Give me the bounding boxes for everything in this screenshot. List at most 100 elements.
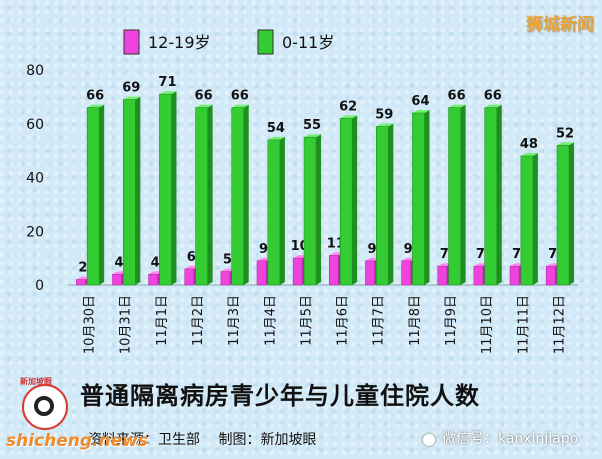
bar-top	[365, 257, 380, 261]
bar-top	[231, 104, 249, 108]
data-label: 66	[448, 89, 466, 104]
x-tick-label: 11月2日	[191, 295, 206, 346]
y-tick-label: 0	[35, 278, 44, 294]
bar	[76, 279, 86, 286]
data-label: 54	[267, 121, 285, 136]
bar	[159, 93, 172, 286]
watermark: shicheng.news	[6, 431, 148, 451]
data-label: 59	[375, 107, 393, 122]
bar-top	[87, 104, 105, 108]
wechat-icon: ●	[422, 428, 436, 448]
bar-top	[401, 257, 416, 261]
bar-top	[520, 153, 538, 156]
wechat-id: 微信号：kanxinjiapo	[441, 431, 579, 447]
bar	[303, 136, 317, 286]
data-label: 7	[440, 247, 449, 262]
bar	[329, 255, 339, 286]
bar	[365, 260, 375, 286]
bar-top	[304, 134, 322, 138]
bar-top	[123, 96, 141, 100]
bar	[184, 268, 195, 286]
data-label: 55	[303, 118, 321, 133]
bar-side	[424, 110, 430, 285]
bar-side	[352, 115, 358, 285]
data-label: 64	[411, 94, 429, 109]
data-label: 2	[78, 261, 87, 276]
data-label: 4	[151, 255, 160, 270]
bar	[437, 265, 448, 286]
x-tick-label: 11月1日	[155, 295, 170, 346]
bar	[401, 260, 411, 286]
data-label: 7	[512, 247, 521, 262]
x-tick-label: 11月3日	[227, 295, 242, 346]
bar	[520, 155, 534, 286]
bar-side	[388, 123, 394, 285]
data-label: 9	[367, 242, 376, 257]
logo-text: 新加坡眼	[20, 377, 52, 386]
bar-top	[220, 268, 235, 272]
bar-side	[207, 104, 213, 285]
bar-side	[171, 91, 177, 285]
bar-top	[293, 255, 308, 259]
legend-label: 0-11岁	[282, 33, 334, 52]
x-tick-label: 10月30日	[83, 295, 98, 354]
bar-side	[316, 134, 322, 285]
legend-label: 12-19岁	[148, 33, 211, 52]
data-label: 9	[404, 242, 413, 257]
data-label: 52	[556, 126, 574, 141]
x-tick-label: 11月6日	[336, 295, 351, 346]
wechat-label: ● 微信号：kanxinjiapo	[422, 428, 578, 448]
bar-top	[257, 257, 272, 261]
bar-top	[112, 271, 127, 275]
data-label: 66	[484, 89, 502, 104]
data-label: 9	[259, 242, 268, 257]
chart-title: 普通隔离病房青少年与儿童住院人数	[80, 382, 480, 410]
data-label: 71	[158, 75, 176, 90]
bar-top	[159, 91, 177, 95]
x-tick-label: 11月10日	[480, 295, 495, 354]
bar	[412, 112, 425, 286]
bar-top	[437, 263, 452, 267]
bar-top	[195, 104, 213, 108]
bar	[123, 99, 136, 286]
bar-side	[243, 104, 249, 285]
bar	[267, 139, 281, 286]
data-label: 66	[86, 89, 104, 104]
bar	[86, 107, 100, 286]
bar-side	[135, 96, 141, 285]
bar-top	[412, 110, 430, 113]
x-tick-label: 11月4日	[263, 295, 278, 346]
bar	[545, 265, 556, 286]
data-label: 69	[122, 81, 140, 96]
made-by: 制图：新加坡眼	[218, 432, 317, 448]
bar	[112, 273, 122, 286]
bar-top	[557, 142, 575, 146]
bar	[376, 126, 389, 286]
x-tick-label: 11月5日	[299, 295, 314, 346]
bar-top	[184, 265, 199, 269]
y-tick-label: 40	[26, 171, 44, 187]
bar-top	[148, 271, 163, 275]
x-tick-label: 11月7日	[372, 295, 387, 346]
bar	[339, 118, 353, 286]
bar	[256, 260, 267, 286]
bar	[292, 257, 303, 286]
legend-swatch	[123, 29, 140, 55]
bar-side	[569, 142, 575, 285]
bar-top	[267, 136, 285, 140]
data-label: 7	[476, 247, 485, 262]
bar-side	[460, 104, 466, 285]
data-label: 66	[195, 89, 213, 104]
bar	[473, 265, 484, 286]
data-source: 资料来源：卫生部	[88, 432, 200, 448]
x-tick-label: 11月9日	[444, 295, 459, 346]
data-label: 7	[548, 247, 557, 262]
bar-top	[510, 263, 525, 267]
bar-side	[496, 104, 502, 285]
bar-side	[99, 104, 105, 285]
brand-label: 狮城新闻	[526, 15, 594, 35]
x-tick-label: 11月12日	[552, 295, 567, 354]
bar-top	[473, 263, 488, 267]
y-tick-label: 60	[26, 117, 44, 133]
